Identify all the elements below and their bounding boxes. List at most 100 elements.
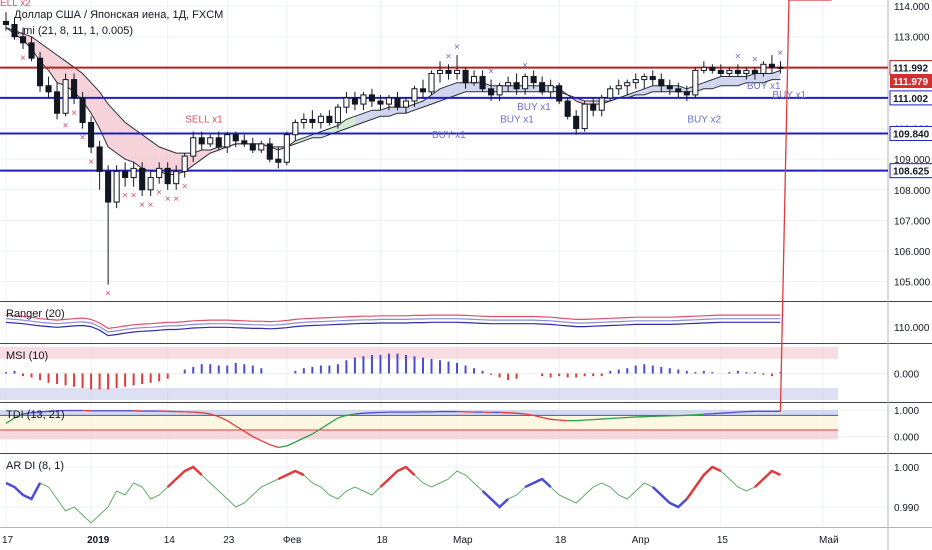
chart-title: Доллар США / Японская иена, 1Д, FXCM <box>14 9 223 21</box>
candle-body <box>581 103 588 130</box>
ema-cloud <box>635 88 645 95</box>
top-left-signal: ELL x2 <box>0 0 31 9</box>
level-badge <box>889 125 932 141</box>
candle-body <box>88 121 95 148</box>
candle-body <box>624 82 631 87</box>
candle-body <box>573 115 580 130</box>
tdi-segment <box>610 417 619 420</box>
y-tick-label: 110.000 <box>894 323 930 334</box>
candle-body <box>96 146 103 172</box>
ardi-highlight <box>277 469 305 481</box>
y-tick-label: 106.000 <box>894 247 931 258</box>
candle-body <box>530 76 537 84</box>
candle-body <box>79 97 86 123</box>
ema-cloud <box>133 128 143 169</box>
tdi-segment <box>295 437 305 443</box>
candle-body <box>479 76 486 90</box>
candle-body <box>317 115 324 123</box>
tdi-segment <box>354 412 364 415</box>
candle-body <box>36 57 44 87</box>
tdi-segment <box>201 412 211 415</box>
level-badge <box>889 163 932 179</box>
ema-cloud <box>584 101 594 105</box>
x-tick-label: 15 <box>717 535 729 546</box>
candle-body <box>215 137 222 148</box>
y-tick-label: 1.000 <box>894 406 919 417</box>
x-tick-label: 14 <box>164 535 176 546</box>
level-badge-label: 111.002 <box>893 94 928 105</box>
buy-mark: × <box>522 60 528 71</box>
tdi-segment <box>210 413 219 418</box>
candle-body <box>147 177 154 191</box>
sell-mark: × <box>148 200 154 211</box>
tdi-segment <box>5 417 15 424</box>
candle-body <box>198 137 205 145</box>
candle-body <box>368 94 375 102</box>
x-tick-label: 2019 <box>87 535 110 546</box>
ema-cloud <box>754 73 764 83</box>
x-tick-label: 23 <box>223 535 235 546</box>
ema-cloud <box>337 119 347 132</box>
candle-body <box>164 167 171 185</box>
candle-body <box>190 137 197 157</box>
candle-body <box>675 88 682 93</box>
ema-cloud <box>48 48 58 83</box>
candle-body <box>709 66 716 71</box>
ema-cloud <box>346 116 355 129</box>
candle-body <box>717 69 724 74</box>
ema-cloud <box>576 97 585 105</box>
candle-body <box>598 97 605 111</box>
ardi-highlight <box>5 481 42 501</box>
candle-body <box>62 79 69 114</box>
candle-body <box>411 88 418 102</box>
sell-mark: × <box>71 108 77 119</box>
candle-body <box>513 82 520 90</box>
tdi-segment <box>312 428 322 435</box>
y-tick-label: 114.000 <box>894 2 930 13</box>
ema-cloud <box>465 82 475 92</box>
candle-body <box>113 170 120 203</box>
candle-body <box>556 85 563 102</box>
candle-body <box>130 167 137 179</box>
tdi-segment <box>346 413 356 416</box>
x-tick-label: Мар <box>453 535 473 546</box>
candle-body <box>181 155 188 172</box>
sell-mark: × <box>20 53 26 64</box>
y-tick-label: 0.000 <box>894 433 919 444</box>
candle-body <box>649 76 656 81</box>
buy-mark: × <box>777 48 783 59</box>
candle-body <box>300 118 307 123</box>
candle-body <box>505 82 512 87</box>
tdi-segment <box>550 418 560 421</box>
tdi-segment <box>235 425 245 432</box>
tdi-segment <box>542 416 551 420</box>
ranger-line <box>5 314 781 330</box>
sell-mark: × <box>131 191 137 202</box>
tdi-segment <box>278 445 287 448</box>
ardi-highlight <box>166 465 203 488</box>
ema-cloud <box>91 82 100 129</box>
x-tick-label: 18 <box>376 535 388 546</box>
tdi-band <box>0 430 838 440</box>
ema-cloud <box>405 104 415 114</box>
x-tick-label: 18 <box>555 535 567 546</box>
candle-body <box>394 97 401 108</box>
candle-body <box>241 140 248 145</box>
ema-cloud <box>431 88 441 105</box>
tdi-segment <box>31 411 41 414</box>
tdi-segment <box>703 413 713 415</box>
candle-body <box>309 118 316 123</box>
tdi-band <box>0 410 838 416</box>
tdi-segment <box>508 412 517 414</box>
ema-cloud <box>457 82 466 95</box>
candle-body <box>666 85 673 90</box>
candle-body <box>139 167 146 191</box>
tdi-segment <box>729 411 738 414</box>
indicator-label: ...mi (21, 8, 11, 1, 0.005) <box>14 25 133 37</box>
tdi-segment <box>363 412 372 414</box>
y-tick-label: 108.000 <box>894 186 931 197</box>
y-tick-label: 0.000 <box>894 370 919 381</box>
level-badge-label: 111.992 <box>893 64 928 75</box>
candle-body <box>683 91 690 96</box>
